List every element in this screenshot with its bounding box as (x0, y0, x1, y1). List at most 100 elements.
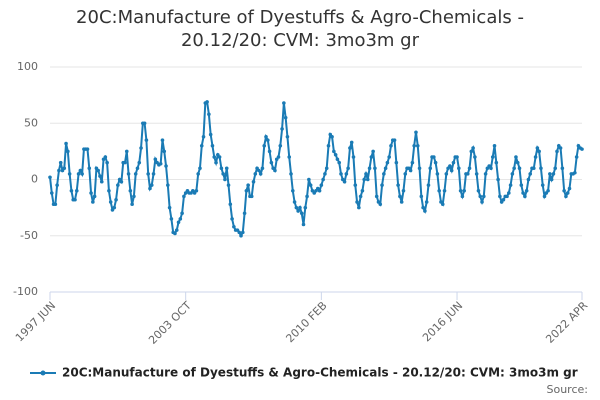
y-tick-label: 0 (31, 173, 38, 186)
point (473, 155, 477, 159)
point (258, 172, 263, 176)
point (460, 194, 465, 199)
point (158, 161, 163, 166)
point (442, 188, 447, 193)
point (540, 183, 545, 187)
point (560, 166, 565, 171)
point (139, 146, 143, 150)
point (174, 228, 179, 232)
point (230, 217, 234, 221)
point (76, 172, 81, 176)
point (494, 160, 499, 165)
point (226, 183, 231, 187)
point (412, 143, 416, 148)
point (346, 166, 350, 171)
point (490, 155, 495, 159)
point (148, 186, 152, 191)
point (435, 172, 440, 176)
point (367, 166, 372, 171)
point (401, 188, 406, 193)
point (223, 177, 227, 182)
point (133, 172, 138, 176)
point (353, 183, 358, 187)
point (267, 149, 272, 154)
point (264, 134, 268, 139)
source: Source: (547, 383, 589, 396)
point (351, 155, 356, 159)
point (144, 138, 149, 142)
point (573, 170, 577, 175)
point (553, 166, 558, 171)
y-tick-label: 100 (17, 60, 38, 73)
series-line (49, 100, 583, 238)
point (324, 166, 329, 171)
point (305, 194, 309, 199)
point (251, 179, 256, 184)
point (433, 160, 438, 165)
point (153, 157, 158, 162)
point (62, 166, 67, 171)
point (437, 188, 441, 193)
y-tick-label: -100 (13, 285, 38, 298)
point (380, 183, 384, 187)
point (385, 160, 390, 165)
point (207, 112, 211, 117)
point (128, 188, 133, 193)
point (476, 188, 481, 193)
point (521, 191, 525, 195)
point (539, 166, 543, 171)
point (67, 172, 72, 176)
point (498, 194, 502, 199)
point (528, 172, 533, 176)
point (403, 172, 408, 176)
point (383, 166, 388, 171)
point (289, 172, 293, 176)
point (237, 230, 242, 235)
point (382, 172, 386, 176)
point (194, 188, 199, 193)
point (546, 188, 550, 193)
point (424, 200, 429, 204)
x-tick-label: 2010 FEB (283, 299, 329, 345)
point (482, 194, 486, 199)
point (212, 155, 217, 159)
point (85, 147, 90, 151)
point (537, 149, 541, 154)
point (489, 166, 493, 171)
point (517, 166, 522, 171)
point (58, 160, 63, 165)
point (574, 155, 579, 159)
point (160, 138, 165, 142)
point (80, 172, 84, 176)
point (551, 172, 556, 176)
point (440, 202, 445, 207)
point (369, 155, 374, 159)
point (342, 179, 347, 184)
point (512, 166, 516, 171)
chart-title: 20C:Manufacture of Dyestuffs & Agro-Chem… (76, 7, 524, 51)
point (392, 138, 397, 142)
point (108, 200, 113, 204)
point (337, 160, 342, 165)
point (132, 194, 136, 199)
point (469, 149, 474, 154)
point (69, 188, 74, 193)
point (257, 168, 261, 173)
point (130, 202, 134, 207)
point (74, 188, 79, 193)
point (428, 166, 433, 171)
point (344, 172, 349, 176)
point (53, 202, 58, 207)
point (210, 143, 215, 148)
point (394, 160, 399, 165)
point (508, 183, 513, 187)
point (169, 217, 174, 221)
point (166, 183, 170, 187)
point (426, 183, 431, 187)
point (146, 172, 150, 176)
point (396, 183, 400, 187)
point (239, 233, 243, 238)
point (507, 191, 511, 195)
point (167, 205, 172, 210)
